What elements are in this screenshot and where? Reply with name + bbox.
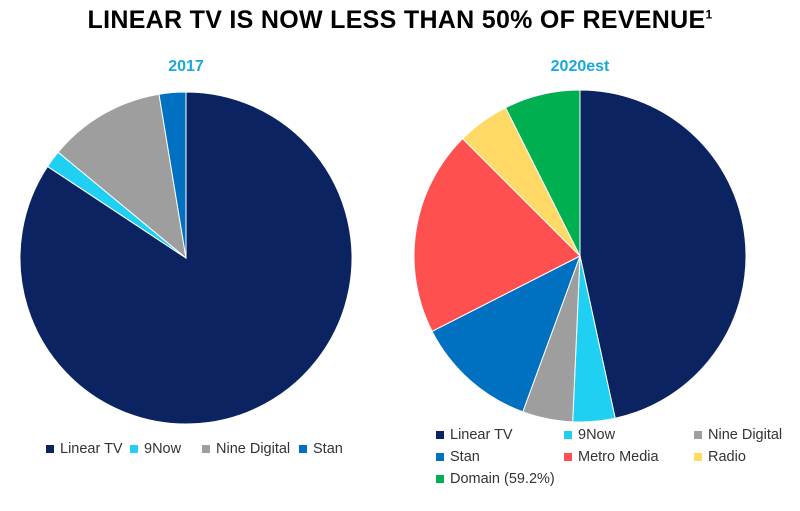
legend-label: 9Now [578, 427, 616, 443]
pie-slice-2017-nine-digital [57, 93, 187, 260]
page-title: LINEAR TV IS NOW LESS THAN 50% OF REVENU… [87, 6, 713, 34]
legend-swatch [202, 445, 210, 453]
legend-label: Nine Digital [708, 427, 783, 443]
legend-item-2017-9now: 9Now [130, 441, 181, 457]
chart-title-2017: 2017 [168, 58, 204, 75]
legend-label: 9Now [144, 441, 182, 457]
pie-slice-2020est-linear-tv [579, 89, 747, 419]
legend-swatch [46, 445, 54, 453]
legend-item-2020est-nine-digital: Nine Digital [694, 427, 782, 443]
legend-label: Linear TV [60, 441, 123, 457]
legend-item-2017-linear-tv: Linear TV [46, 441, 123, 457]
legend-swatch [694, 431, 702, 439]
legend-label: Stan [313, 441, 343, 457]
legend-swatch [436, 453, 444, 461]
legend-swatch [564, 453, 572, 461]
legend-swatch [436, 431, 444, 439]
legend-swatch [299, 445, 307, 453]
pie-slice-2020est-domain [504, 89, 581, 257]
legend-item-2017-nine-digital: Nine Digital [202, 441, 290, 457]
pie-slice-2017-stan [158, 91, 187, 259]
legend-label: Metro Media [578, 449, 659, 465]
legend-label: Linear TV [450, 427, 513, 443]
legend-item-2020est-domain: Domain (59.2%) [436, 471, 555, 487]
pie-slice-2020est-stan [431, 254, 581, 413]
legend-swatch [564, 431, 572, 439]
pie-slice-2017-linear-tv [19, 91, 353, 425]
legend-label: Domain (59.2%) [450, 471, 555, 487]
legend-item-2020est-metro-media: Metro Media [564, 449, 659, 465]
legend-item-2020est-radio: Radio [694, 449, 746, 465]
legend-item-2020est-linear-tv: Linear TV [436, 427, 513, 443]
legend-label: Radio [708, 449, 746, 465]
legend-label: Nine Digital [216, 441, 291, 457]
legend-label: Stan [450, 449, 480, 465]
legend-item-2020est-stan: Stan [436, 449, 480, 465]
legend-swatch [436, 475, 444, 483]
pie-slice-2020est-metro-media [413, 137, 581, 333]
chart-title-2020est: 2020est [550, 58, 610, 75]
legend-swatch [130, 445, 138, 453]
legend-swatch [694, 453, 702, 461]
legend-item-2017-stan: Stan [299, 441, 343, 457]
legend-item-2020est-9now: 9Now [564, 427, 615, 443]
title-footnote: 1 [705, 7, 713, 22]
